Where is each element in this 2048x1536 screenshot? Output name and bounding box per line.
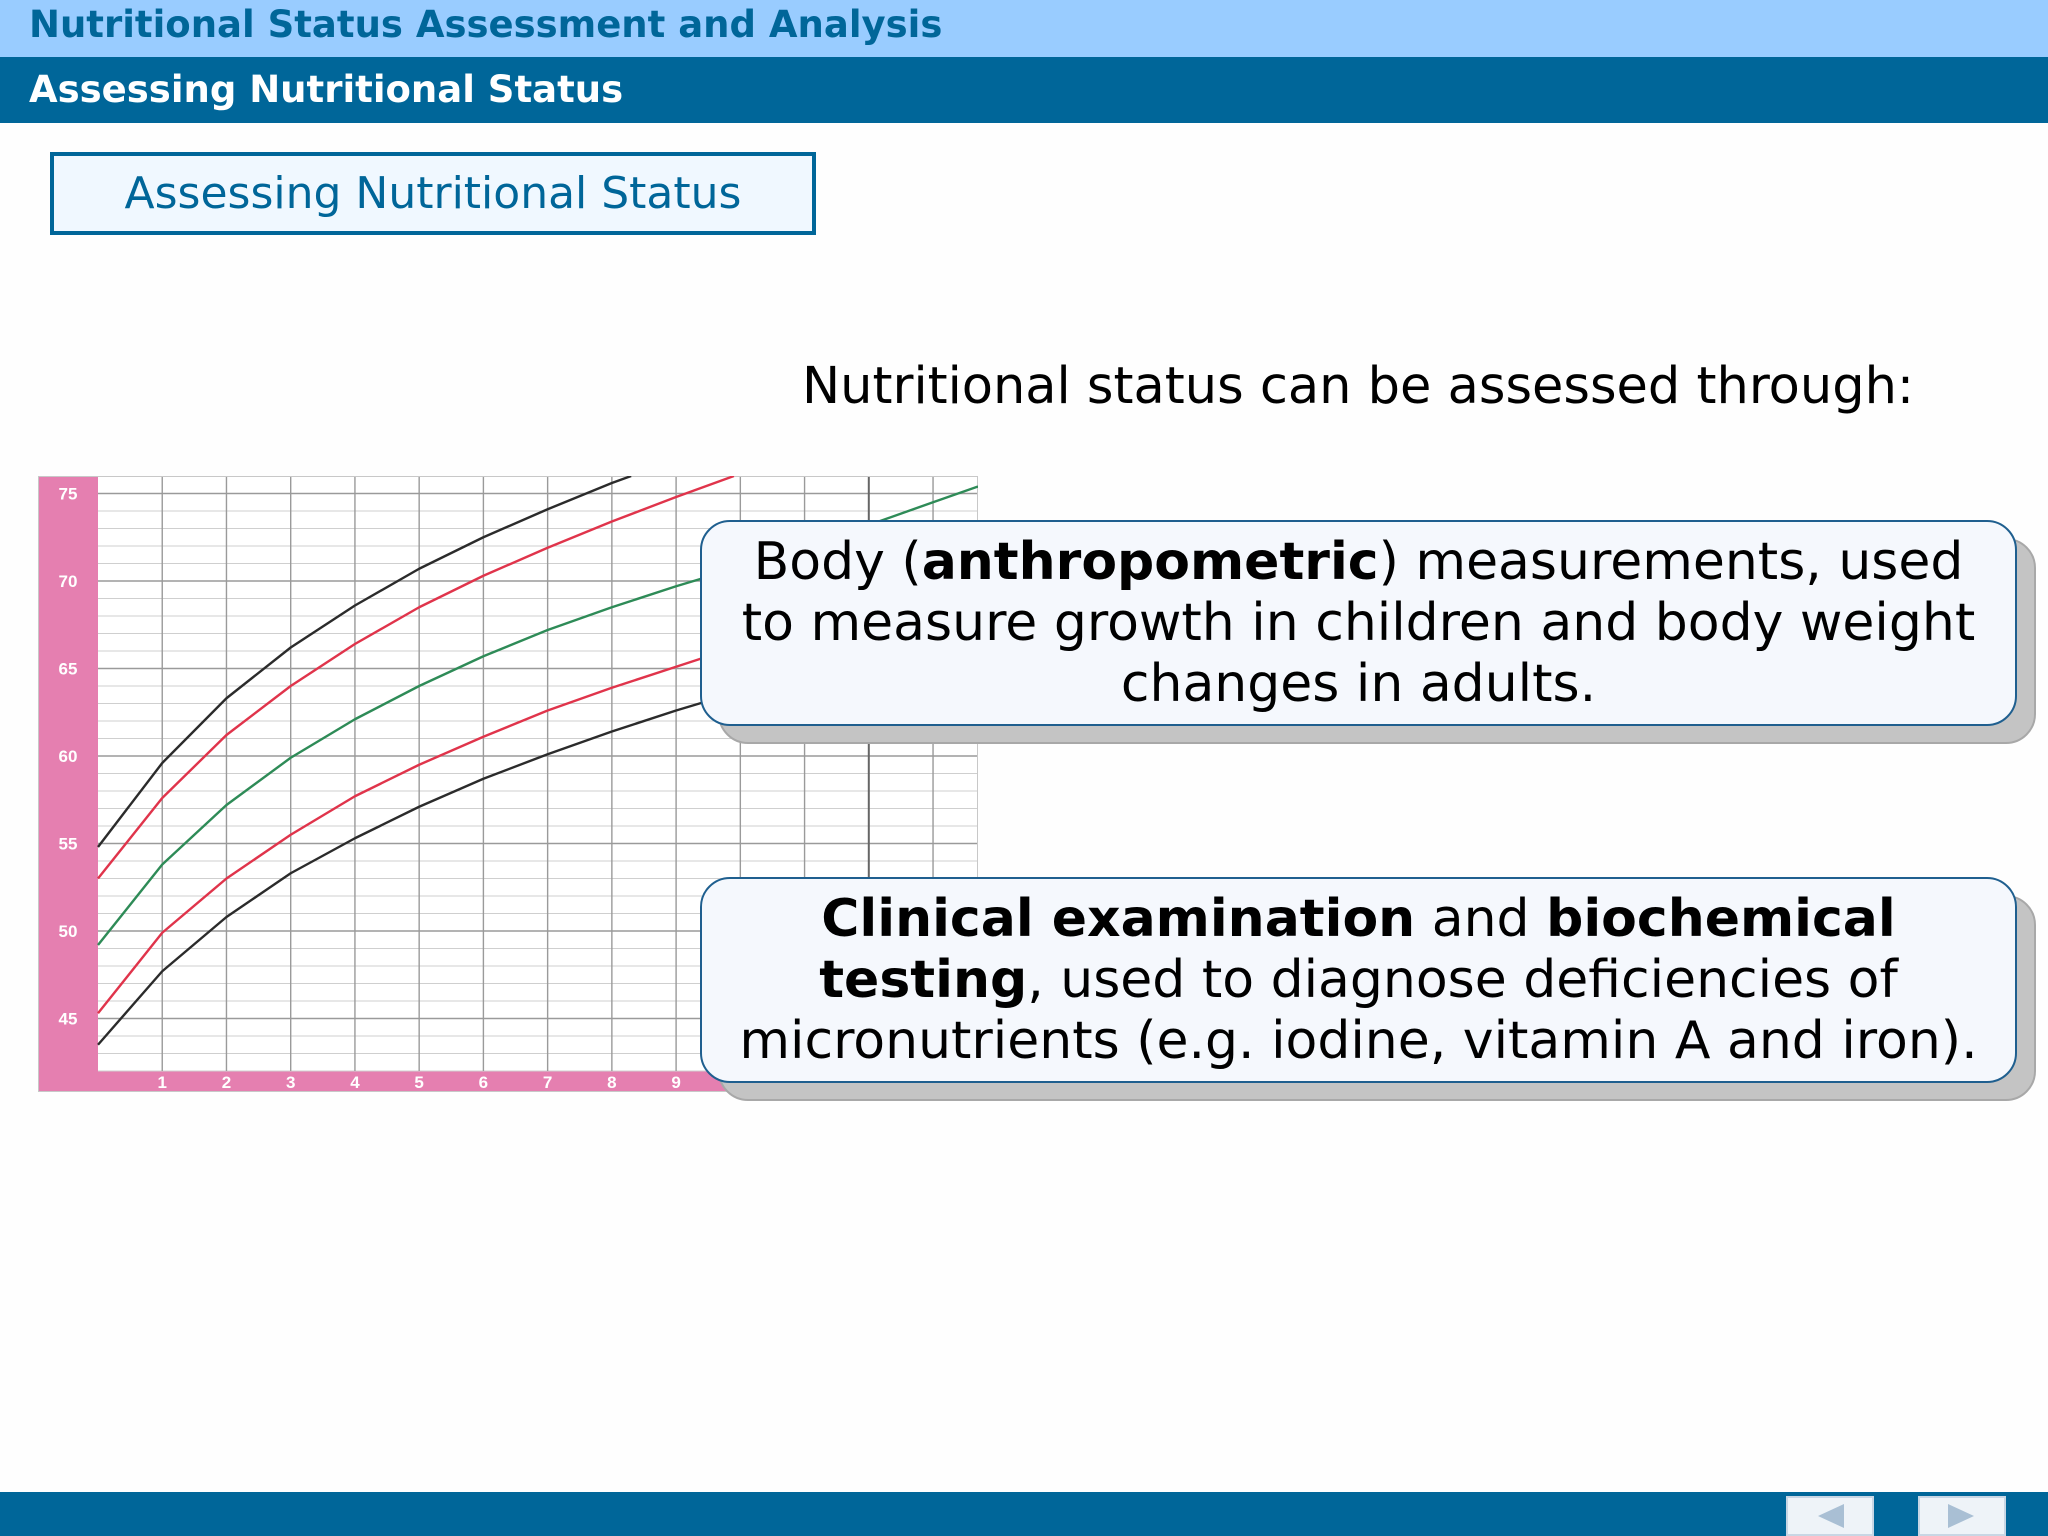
left-triangle-icon [1818, 1504, 1844, 1528]
course-title: Nutritional Status Assessment and Analys… [29, 3, 943, 46]
slide-title-box: Assessing Nutritional Status [50, 152, 816, 235]
y-tick-label: 55 [59, 835, 78, 854]
y-tick-label: 75 [59, 485, 78, 504]
x-tick-label: 9 [671, 1073, 680, 1092]
growth-curve-2 [97, 476, 735, 880]
intro-text: Nutritional status can be assessed throu… [802, 357, 1915, 416]
y-tick-label: 45 [59, 1010, 78, 1029]
callout-clinical-biochemical-text: Clinical examination and biochemical tes… [739, 888, 1978, 1071]
x-tick-label: 3 [286, 1073, 295, 1092]
callout-anthropometric: Body (anthropometric) measurements, used… [700, 520, 2017, 726]
x-tick-label: 8 [607, 1073, 616, 1092]
x-tick-label: 2 [222, 1073, 231, 1092]
y-tick-label: 70 [59, 572, 78, 591]
x-tick-label: 5 [414, 1073, 423, 1092]
course-title-bar: Nutritional Status Assessment and Analys… [0, 0, 2048, 57]
x-tick-label: 7 [543, 1073, 552, 1092]
growth-curve-1 [97, 476, 632, 848]
y-tick-label: 65 [59, 660, 78, 679]
back-button[interactable] [1786, 1496, 1874, 1536]
x-tick-label: 1 [157, 1073, 166, 1092]
next-button[interactable] [1918, 1496, 2006, 1536]
growth-curve-4 [97, 644, 741, 1014]
section-title-bar: Assessing Nutritional Status [0, 57, 2048, 123]
x-tick-label: 4 [350, 1073, 360, 1092]
callout-anthropometric-text: Body (anthropometric) measurements, used… [741, 531, 1976, 714]
bottom-navigation-bar [0, 1492, 2048, 1536]
y-axis-band [38, 476, 98, 1092]
callout-clinical-biochemical: Clinical examination and biochemical tes… [700, 877, 2017, 1083]
y-tick-label: 60 [59, 747, 78, 766]
slide-title: Assessing Nutritional Status [124, 168, 742, 219]
right-triangle-icon [1948, 1504, 1974, 1528]
y-tick-label: 50 [59, 922, 78, 941]
section-title: Assessing Nutritional Status [29, 68, 624, 111]
growth-curve-5 [97, 690, 741, 1046]
x-tick-label: 6 [479, 1073, 488, 1092]
